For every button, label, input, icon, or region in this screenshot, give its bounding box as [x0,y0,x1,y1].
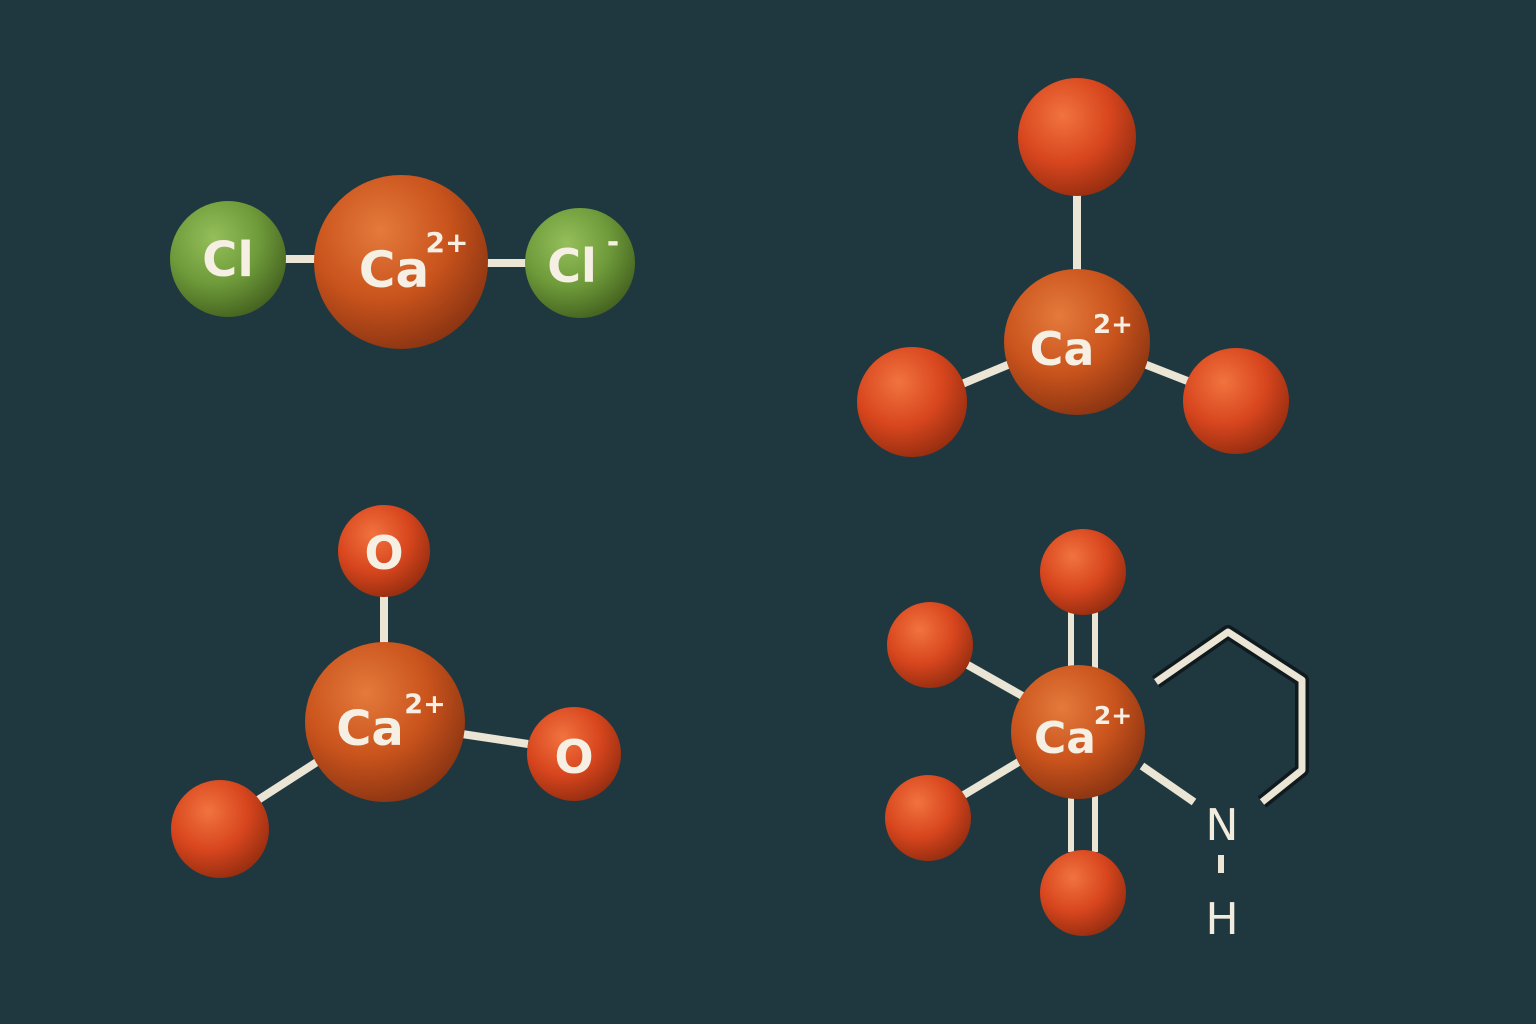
bond [1139,762,1197,806]
calcium-ion-atom: Ca 2+ [1004,269,1150,415]
bond [461,730,529,748]
chlorine-atom: Cl [170,201,286,317]
bond [1142,360,1192,386]
hydrogen-label: H [1205,894,1238,945]
molecule-calcium-chloride: Cl Ca 2+ Cl - [170,175,635,349]
oxygen-atom: O [527,707,621,801]
molecule-trigonal-calcium: Ca 2+ [857,78,1289,457]
charge-superscript: - [607,225,619,260]
atom-symbol: O [554,730,593,784]
oxygen-atom: O [338,505,430,597]
charge-superscript: 2+ [426,226,469,259]
atom-symbol: Cl [202,232,254,288]
bond [964,660,1028,702]
ligand-atom [1040,850,1126,936]
charge-superscript: 2+ [1094,701,1132,730]
ligand-atom [857,347,967,457]
molecule-calcium-amine-complex: Ca 2+ N H [885,529,1309,945]
ligand-atom [1018,78,1136,196]
atom-symbol: Ca [336,701,404,757]
calcium-ion-atom: Ca 2+ [305,642,465,802]
chloride-ion-atom: Cl - [525,208,635,318]
bond [255,756,323,804]
atom-symbol: O [364,526,403,580]
bond [959,756,1025,800]
nitrogen-label: N [1206,800,1239,851]
ligand-atom [887,602,973,688]
atom-symbol: Ca [1030,322,1095,376]
ligand-atom [885,775,971,861]
charge-superscript: 2+ [1093,310,1133,340]
molecule-calcium-oxide-complex: O O Ca 2+ [171,505,621,878]
atom-symbol: Ca [359,241,429,299]
ligand-atom [171,780,269,878]
ring-bond [1154,628,1306,805]
charge-superscript: 2+ [404,689,445,720]
calcium-ion-atom: Ca 2+ [1011,665,1145,799]
atom-symbol: Cl [547,239,597,293]
calcium-ion-atom: Ca 2+ [314,175,488,349]
ligand-atom [1183,348,1289,454]
ligand-atom [1040,529,1126,615]
atom-symbol: Ca [1034,713,1096,764]
bond [960,360,1012,388]
